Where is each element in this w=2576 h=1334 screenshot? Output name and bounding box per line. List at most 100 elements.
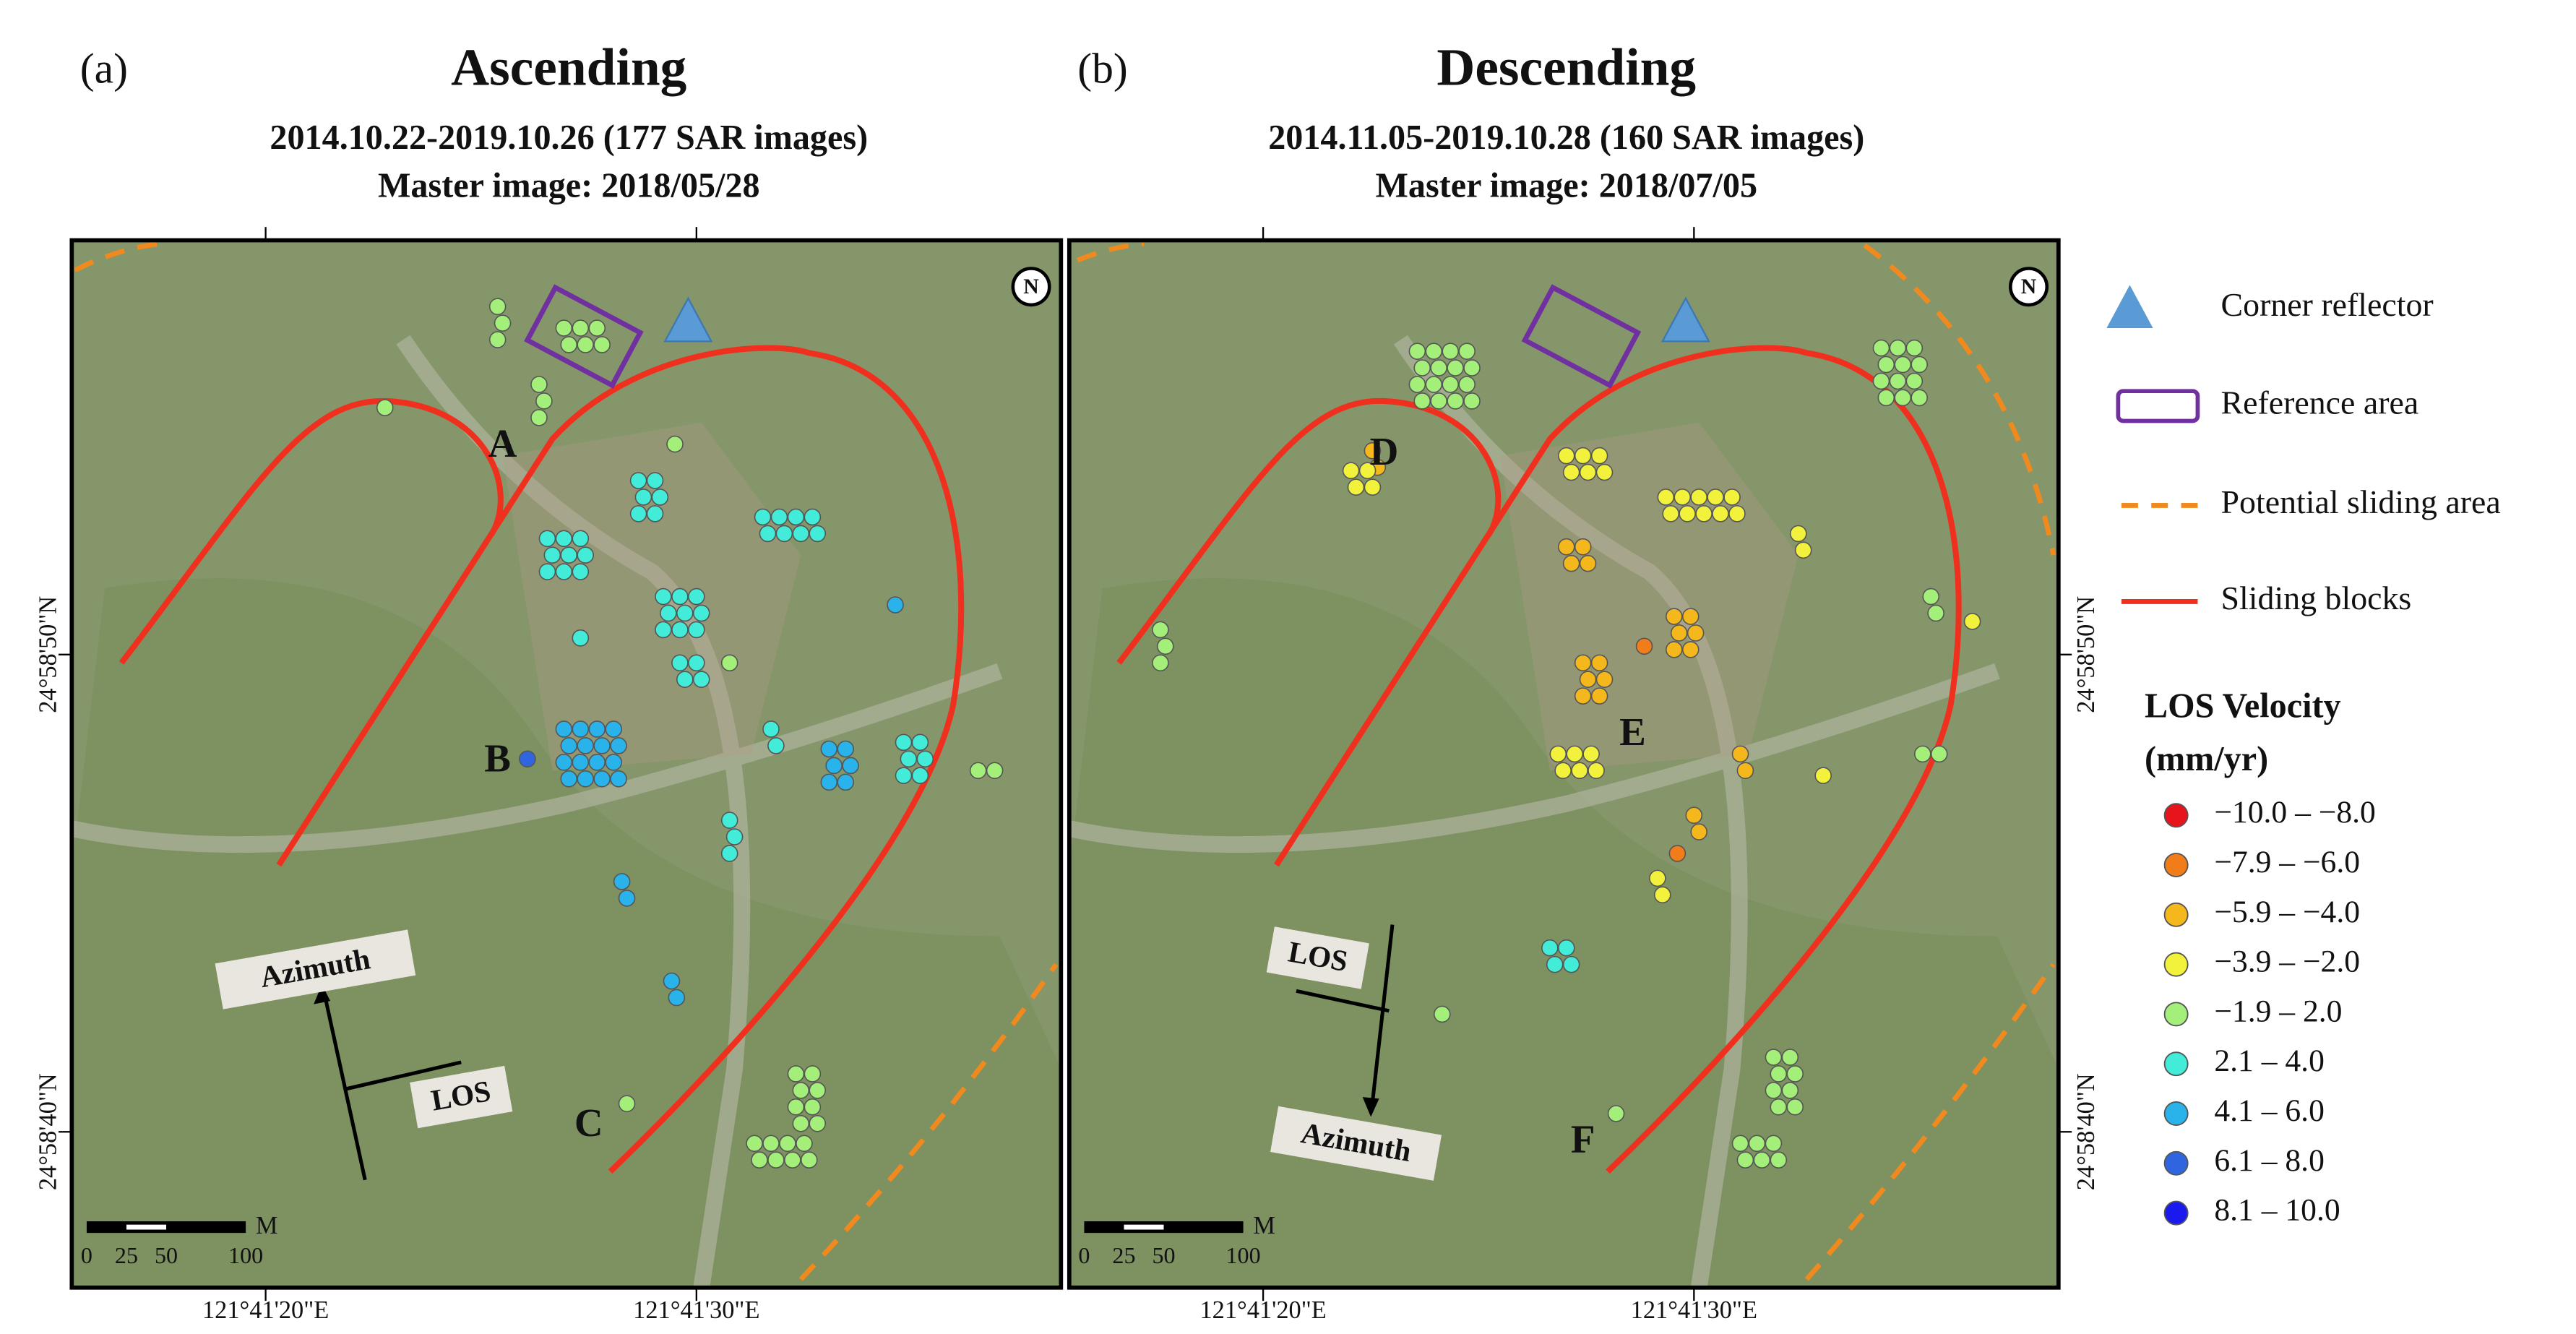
ps-point <box>767 737 785 754</box>
legend-class: −3.9 – −2.0 <box>2214 944 2360 979</box>
ps-point <box>1814 767 1832 785</box>
legend: Corner reflector Reference area Potential … <box>2106 285 2501 1228</box>
legend-class: −10.0 – −8.0 <box>2214 795 2375 830</box>
ps-point <box>1905 372 1924 390</box>
ps-point <box>754 508 772 526</box>
panel-subtitle: 2014.10.22-2019.10.26 (177 SAR images) <box>270 119 868 157</box>
ps-point <box>1579 554 1597 572</box>
scale-tick-label: 0 <box>81 1242 92 1268</box>
panel-title: Ascending <box>451 38 686 97</box>
ps-point <box>634 489 652 506</box>
ps-point <box>1590 447 1608 465</box>
north-label: N <box>2021 275 2037 298</box>
ps-point <box>792 1114 810 1132</box>
ps-point <box>1781 1049 1799 1066</box>
ps-point <box>1927 604 1944 622</box>
ps-point <box>1582 745 1600 763</box>
legend-item: Reference area <box>2221 384 2419 421</box>
ps-point <box>804 1065 822 1083</box>
ps-point <box>1635 637 1653 655</box>
ps-point <box>530 376 548 393</box>
north-symbol <box>1011 267 1051 307</box>
ps-point <box>1364 442 1382 460</box>
ps-point <box>1679 505 1696 522</box>
ps-point <box>762 720 780 738</box>
north-label: N <box>1023 275 1039 298</box>
ps-point <box>1557 447 1575 465</box>
ps-point <box>1425 376 1443 393</box>
ps-point <box>1765 1135 1783 1153</box>
ps-point <box>1590 687 1608 705</box>
panel-label: (a) <box>80 45 128 92</box>
ps-point <box>692 671 710 689</box>
ps-point <box>1347 478 1365 496</box>
legend-title: (mm/yr) <box>2145 740 2268 778</box>
ps-point <box>610 737 627 754</box>
ps-point <box>572 754 590 771</box>
ps-point <box>1728 505 1746 522</box>
ps-point <box>1685 806 1703 825</box>
ps-point <box>837 740 855 758</box>
ps-point <box>746 1135 763 1153</box>
legend-class: 2.1 – 4.0 <box>2214 1043 2324 1078</box>
ps-point <box>784 1151 801 1169</box>
lon-label: 121°41'20"E <box>1199 1296 1326 1324</box>
site-label: C <box>574 1101 603 1145</box>
legend-swatch <box>2163 1051 2189 1077</box>
ps-point <box>1447 359 1464 376</box>
ps-point <box>629 505 647 522</box>
ps-point <box>911 733 929 752</box>
los-line <box>346 1060 462 1091</box>
ps-point <box>588 720 606 738</box>
ps-point <box>1566 745 1584 763</box>
scale-tick-label: 50 <box>155 1242 178 1268</box>
ps-point <box>1574 687 1592 705</box>
site-label: B <box>484 736 511 780</box>
ps-point <box>1557 538 1575 556</box>
ps-point <box>779 1135 796 1153</box>
ps-point <box>1872 372 1890 390</box>
potential-sliding-area <box>798 963 1059 1281</box>
panel-subtitle: 2014.11.05-2019.10.28 (160 SAR images) <box>1268 119 1864 157</box>
ps-point <box>916 750 934 768</box>
legend-swatch <box>2163 1200 2189 1226</box>
arrow-head <box>1362 1097 1379 1117</box>
ps-point <box>1579 671 1597 689</box>
ps-point <box>577 737 595 754</box>
azimuth-arrow <box>323 997 367 1181</box>
legend-item: Sliding blocks <box>2221 580 2412 616</box>
ps-point <box>1554 762 1572 780</box>
legend-swatch <box>2163 952 2189 977</box>
ps-point <box>1963 613 1981 630</box>
ps-point <box>751 1151 768 1169</box>
potential-sliding-area <box>74 241 163 272</box>
scale-tick-label: 0 <box>1078 1242 1090 1268</box>
ps-point <box>688 588 705 606</box>
ps-point <box>646 505 664 522</box>
ps-point <box>1156 637 1174 655</box>
legend-class: 8.1 – 10.0 <box>2214 1193 2340 1228</box>
corner-reflector <box>1660 296 1710 343</box>
scale-tick-label: 100 <box>228 1242 263 1268</box>
ps-point <box>538 530 556 548</box>
ps-point <box>986 762 1004 780</box>
ps-point <box>1458 343 1476 360</box>
site-label: F <box>1571 1117 1595 1161</box>
ps-point <box>1364 478 1382 496</box>
ps-point <box>1549 745 1567 763</box>
ps-point <box>555 754 573 771</box>
ps-point <box>692 604 710 622</box>
ps-point <box>646 472 664 489</box>
lon-label: 121°41'30"E <box>1631 1296 1757 1324</box>
ps-point <box>1712 505 1729 522</box>
ps-point <box>792 525 810 543</box>
legend-item: Corner reflector <box>2221 286 2434 323</box>
map-frame <box>69 238 1064 1290</box>
ps-point <box>376 399 394 416</box>
ps-point <box>1765 1082 1783 1099</box>
ps-point <box>555 563 573 580</box>
ps-point <box>1872 339 1890 357</box>
ps-point <box>560 770 578 788</box>
ps-point <box>895 733 913 752</box>
